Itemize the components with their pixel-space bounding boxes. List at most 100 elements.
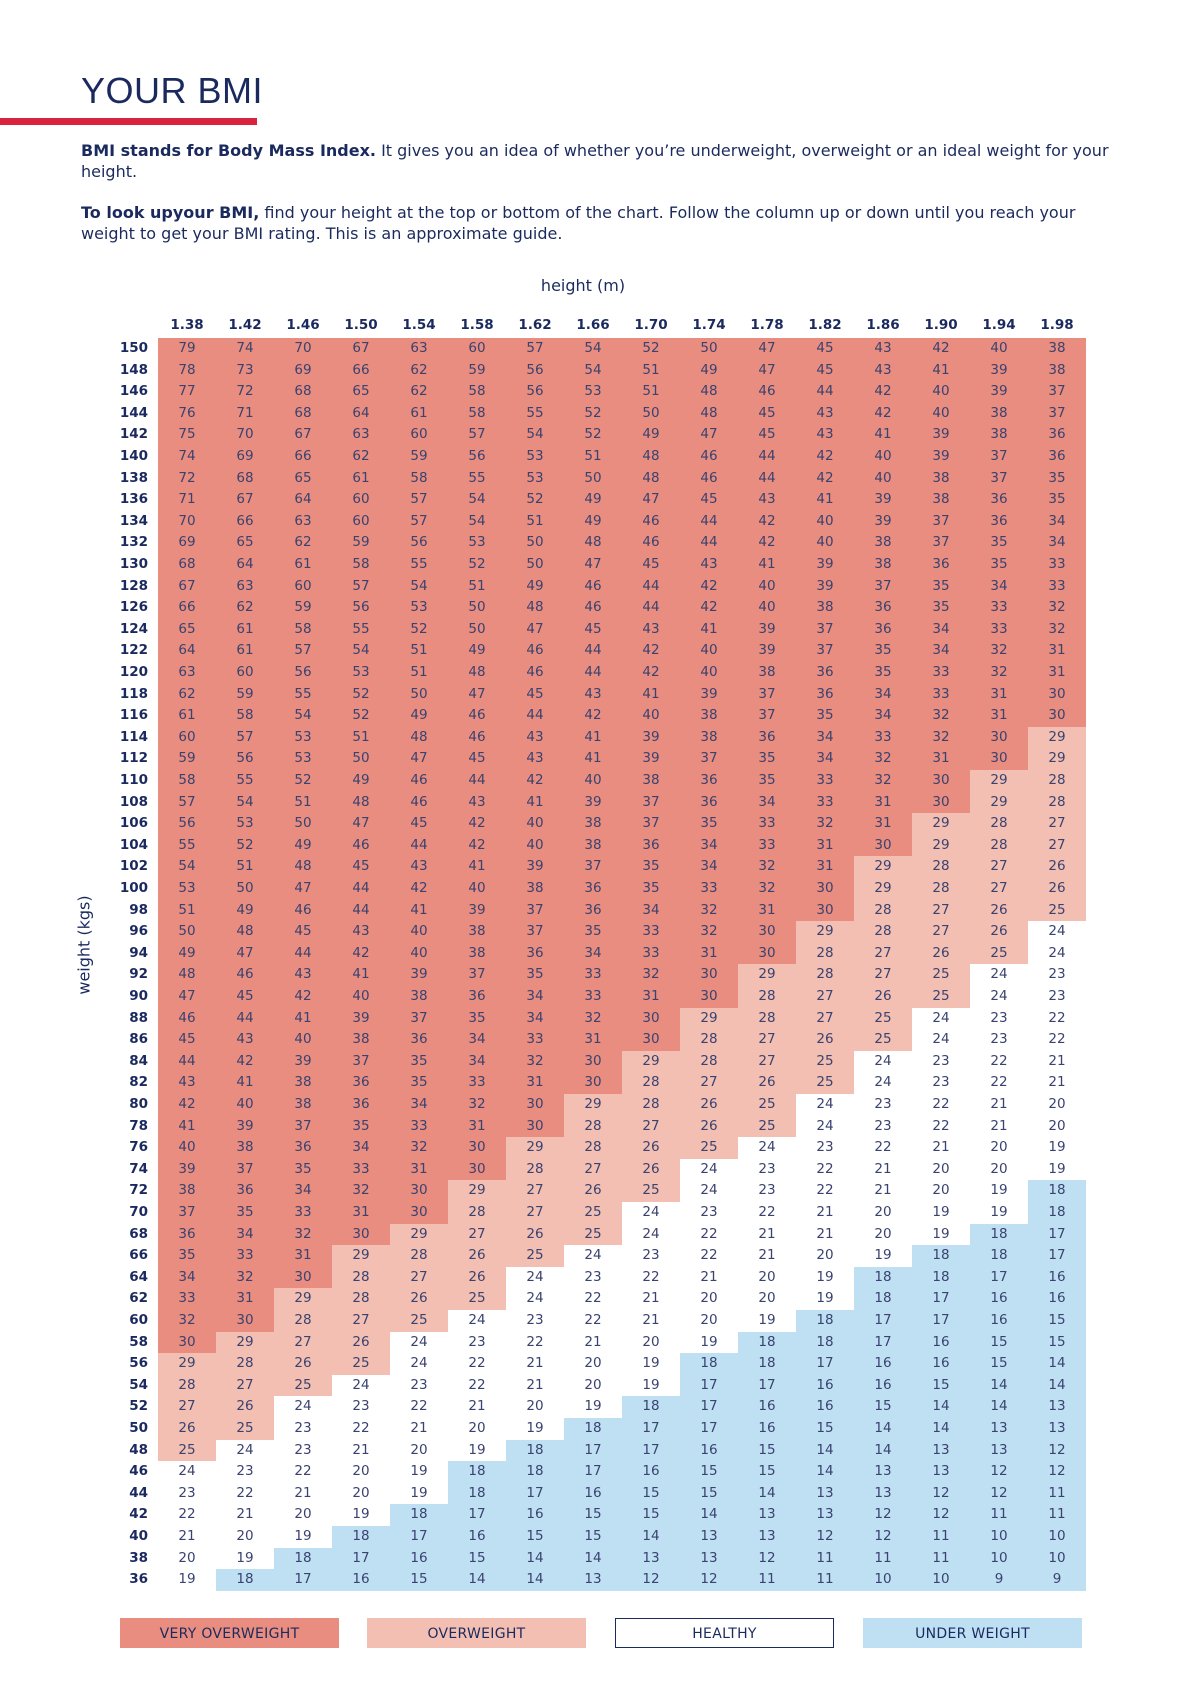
bmi-cell: 16 [796,1374,854,1397]
bmi-cell: 31 [390,1158,448,1181]
bmi-cell: 29 [158,1353,216,1375]
bmi-cell: 39 [970,381,1028,403]
bmi-cell: 62 [390,381,448,403]
weight-label: 56 [129,1355,148,1372]
bmi-cell: 14 [912,1396,970,1418]
bmi-cell: 21 [854,1158,912,1181]
bmi-cell: 17 [680,1418,738,1440]
bmi-cell: 21 [506,1353,564,1375]
height-header: 1.86 [866,317,900,333]
bmi-cell: 45 [390,813,448,835]
bmi-cell: 12 [854,1526,912,1548]
x-axis-label: height (m) [540,276,626,295]
bmi-cell: 38 [390,986,448,1008]
bmi-cell: 14 [970,1374,1028,1397]
bmi-cell: 48 [216,921,274,943]
bmi-cell: 31 [274,1245,332,1267]
bmi-cell: 33 [854,726,912,749]
bmi-cell: 20 [912,1180,970,1202]
bmi-cell: 39 [912,446,970,468]
bmi-cell: 19 [274,1526,332,1548]
bmi-cell: 69 [274,359,332,382]
bmi-cell: 26 [506,1223,564,1246]
bmi-cell: 27 [854,942,912,965]
bmi-cell: 69 [216,446,274,468]
bmi-cell: 18 [1028,1180,1086,1202]
bmi-cell: 15 [448,1547,506,1570]
bmi-cell: 18 [912,1266,970,1289]
bmi-cell: 54 [564,359,622,382]
bmi-cell: 26 [796,1029,854,1051]
bmi-cell: 15 [564,1504,622,1526]
bmi-cell: 35 [1028,489,1086,511]
bmi-cell: 34 [912,640,970,662]
weight-label: 138 [119,469,148,486]
weight-label: 66 [129,1247,148,1264]
bmi-cell: 20 [332,1461,390,1483]
weight-label: 100 [119,880,148,896]
bmi-cell: 78 [158,359,216,382]
bmi-cell: 22 [564,1310,622,1332]
bmi-cell: 39 [970,359,1028,382]
weight-label: 122 [119,642,148,659]
bmi-cell: 54 [390,575,448,598]
bmi-cell: 18 [216,1569,274,1591]
bmi-cell: 50 [506,554,564,576]
bmi-cell: 17 [680,1396,738,1418]
bmi-cell: 20 [390,1439,448,1462]
bmi-cell: 44 [216,1007,274,1030]
bmi-cell: 21 [796,1202,854,1224]
bmi-cell: 26 [622,1137,680,1159]
bmi-cell: 28 [854,921,912,943]
bmi-cell: 19 [622,1374,680,1397]
bmi-cell: 26 [332,1331,390,1354]
bmi-cell: 26 [970,921,1028,943]
bmi-cell: 16 [912,1353,970,1375]
bmi-cell: 51 [564,446,622,468]
bmi-cell: 23 [854,1094,912,1116]
bmi-cell: 23 [912,1050,970,1073]
bmi-cell: 20 [1028,1094,1086,1116]
bmi-cell: 58 [448,381,506,403]
bmi-cell: 14 [912,1418,970,1440]
bmi-cell: 42 [854,402,912,425]
bmi-cell: 57 [216,726,274,749]
bmi-cell: 24 [622,1202,680,1224]
bmi-cell: 66 [158,597,216,619]
weight-label: 60 [129,1312,148,1328]
bmi-cell: 31 [622,986,680,1008]
bmi-cell: 52 [332,683,390,706]
bmi-cell: 38 [506,878,564,900]
bmi-cell: 43 [274,964,332,986]
bmi-cell: 26 [912,942,970,965]
bmi-cell: 21 [274,1482,332,1505]
bmi-cell: 42 [854,381,912,403]
bmi-cell: 34 [390,1094,448,1116]
bmi-cell: 12 [854,1504,912,1526]
legend-overweight: OVERWEIGHT [367,1618,586,1648]
bmi-cell: 20 [448,1418,506,1440]
bmi-cell: 30 [796,899,854,922]
bmi-cell: 25 [738,1115,796,1138]
weight-label: 62 [129,1290,148,1307]
height-header: 1.42 [228,317,262,333]
bmi-cell: 26 [1028,856,1086,878]
bmi-cell: 21 [1028,1072,1086,1094]
bmi-cell: 42 [622,662,680,684]
bmi-cell: 53 [274,748,332,770]
bmi-cell: 31 [912,748,970,770]
bmi-cell: 44 [680,510,738,533]
bmi-cell: 45 [796,338,854,360]
weight-label: 46 [129,1463,148,1480]
bmi-cell: 28 [1028,791,1086,814]
bmi-cell: 38 [680,726,738,749]
bmi-cell: 55 [274,683,332,706]
bmi-cell: 33 [970,618,1028,641]
bmi-cell: 27 [1028,813,1086,835]
bmi-cell: 29 [564,1094,622,1116]
bmi-cell: 40 [622,705,680,727]
bmi-cell: 13 [912,1461,970,1483]
bmi-cell: 14 [796,1461,854,1483]
bmi-cell: 24 [390,1331,448,1354]
bmi-cell: 53 [448,532,506,554]
